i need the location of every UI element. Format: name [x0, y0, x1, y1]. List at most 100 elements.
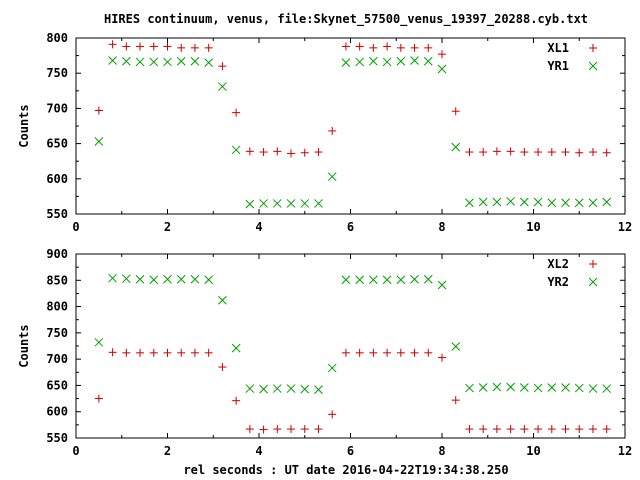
data-point	[231, 343, 241, 353]
data-point	[163, 42, 172, 51]
data-point	[94, 337, 104, 347]
data-point	[287, 149, 296, 158]
legend-label: YR2	[547, 275, 569, 289]
data-point	[369, 348, 378, 357]
data-point	[314, 385, 323, 394]
plot-panel-2: 0 2 4 6 8 10 12 550 600 650 700 750 800 850 900 Counts X…	[17, 247, 632, 458]
data-point	[561, 148, 570, 157]
data-point	[149, 42, 158, 51]
plot-panel-1: 0 2 4 6 8 10 12 550 600 650 700 750 800 Counts XL1 YR1	[17, 31, 632, 234]
y-tick-label: 750	[46, 66, 68, 80]
data-point	[149, 275, 159, 285]
data-point	[534, 148, 543, 157]
data-point	[190, 348, 199, 357]
data-point	[437, 64, 447, 74]
data-point	[286, 384, 296, 393]
y-tick-label: 850	[46, 273, 68, 287]
data-point	[602, 425, 611, 434]
y-tick-label: 750	[46, 326, 68, 340]
data-point	[300, 425, 309, 434]
data-point	[369, 43, 378, 52]
data-point	[328, 410, 337, 419]
data-point	[410, 43, 419, 52]
data-point	[122, 42, 131, 51]
data-point	[410, 348, 419, 357]
data-point	[245, 384, 255, 393]
data-point	[423, 274, 433, 284]
data-point	[231, 145, 241, 155]
plot-frame	[75, 253, 626, 439]
data-point	[561, 198, 570, 208]
data-point	[479, 148, 488, 157]
data-point	[602, 197, 612, 207]
data-point	[272, 384, 282, 393]
data-point	[506, 196, 515, 206]
data-point	[506, 382, 515, 392]
data-point	[286, 199, 296, 208]
data-point	[561, 425, 570, 434]
data-point	[451, 142, 461, 152]
data-point	[547, 425, 556, 434]
data-point	[382, 275, 392, 285]
data-point	[245, 425, 254, 434]
data-point	[410, 56, 419, 65]
data-point	[410, 274, 419, 284]
data-point	[588, 425, 597, 434]
data-point	[314, 148, 323, 157]
data-point	[300, 199, 310, 208]
data-point	[108, 40, 117, 49]
data-point	[438, 50, 446, 59]
data-point	[245, 147, 254, 156]
x-tick-label: 12	[618, 444, 632, 458]
data-point	[163, 57, 172, 67]
data-point	[492, 382, 502, 392]
legend-label: YR1	[547, 59, 569, 73]
data-point	[465, 148, 474, 157]
data-point	[327, 363, 337, 373]
x-tick-label: 2	[164, 220, 171, 234]
data-point	[451, 107, 460, 116]
data-point	[245, 199, 255, 209]
y-axis-label: Counts	[17, 104, 31, 147]
data-point	[575, 148, 584, 157]
x-tick-label: 6	[347, 220, 354, 234]
data-point	[300, 384, 310, 394]
y-tick-label: 600	[46, 405, 68, 419]
data-point	[588, 198, 598, 208]
data-point	[382, 57, 392, 67]
data-point	[478, 383, 488, 392]
data-point	[465, 383, 474, 393]
data-point	[328, 126, 337, 135]
data-point	[259, 148, 268, 157]
x-tick-label: 10	[526, 444, 540, 458]
data-point	[121, 274, 131, 284]
data-point	[492, 197, 502, 207]
data-point	[108, 273, 117, 283]
data-point	[341, 348, 350, 357]
data-point	[547, 198, 557, 208]
data-point	[287, 425, 296, 434]
legend-marker	[588, 61, 598, 71]
data-point	[438, 353, 446, 362]
data-point	[424, 43, 433, 52]
legend-marker	[588, 277, 598, 287]
data-point	[355, 57, 365, 67]
data-point	[122, 348, 131, 357]
data-point	[136, 42, 145, 51]
data-point	[506, 425, 515, 434]
data-point	[547, 383, 557, 392]
y-tick-label: 550	[46, 431, 68, 445]
data-point	[204, 58, 214, 67]
data-point	[547, 148, 556, 157]
data-point	[259, 199, 268, 208]
data-point	[478, 197, 488, 207]
data-point	[259, 425, 268, 434]
series-XL2	[94, 348, 611, 434]
data-point	[218, 82, 227, 91]
data-point	[383, 42, 392, 51]
data-point	[451, 342, 461, 351]
data-point	[94, 137, 104, 146]
data-point	[341, 275, 351, 285]
data-point	[273, 425, 282, 434]
data-point	[492, 147, 501, 156]
